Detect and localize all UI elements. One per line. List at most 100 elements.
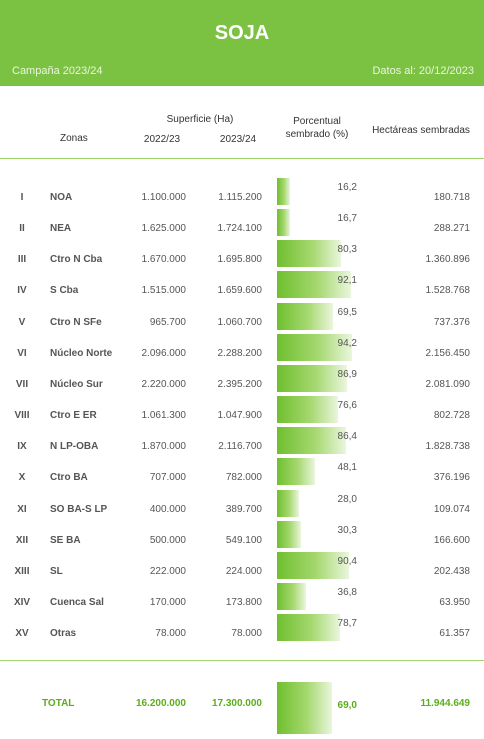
total-2022-23: 16.200.000 <box>135 698 186 709</box>
hectares-sown: 2.156.450 <box>425 347 471 359</box>
percent-bar <box>277 458 316 486</box>
percent-bar <box>277 427 347 455</box>
hectares-sown: 802.728 <box>433 410 470 422</box>
percent-bar <box>277 489 300 517</box>
zone-number: X <box>18 472 26 484</box>
hectares-sown: 2.081.090 <box>425 378 471 390</box>
area-2023-24: 1.695.800 <box>217 254 263 266</box>
table-row: XI SO BA-S LP 400.000 389.700 28,0 109.074 <box>0 488 484 519</box>
zone-number: V <box>18 316 26 328</box>
total-hectares: 11.944.649 <box>420 698 471 709</box>
percent-sown: 48,1 <box>337 462 357 474</box>
area-2023-24: 389.700 <box>225 503 262 515</box>
area-2023-24: 549.100 <box>225 534 262 546</box>
column-header-superficie: Superficie (Ha) <box>166 114 234 125</box>
table-row: XV Otras 78.000 78.000 78,7 61.357 <box>0 612 484 643</box>
zone-number: II <box>19 223 25 235</box>
area-2023-24: 1.659.600 <box>217 285 263 297</box>
zone-name: Núcleo Sur <box>50 378 103 390</box>
percent-bar <box>277 614 340 642</box>
area-2022-23: 1.670.000 <box>141 254 187 266</box>
table-row: VIII Ctro E ER 1.061.300 1.047.900 76,6 802.7… <box>0 394 484 425</box>
zone-name: NEA <box>50 223 72 235</box>
percent-sown: 86,4 <box>337 431 357 443</box>
page-title: SOJA <box>214 22 270 44</box>
zone-name: Ctro N SFe <box>50 316 102 328</box>
percent-bar <box>277 271 351 299</box>
column-header-porcentual-line1: Porcentual <box>293 116 341 127</box>
area-2022-23: 1.870.000 <box>141 441 187 453</box>
hectares-sown: 109.074 <box>433 503 470 515</box>
percent-sown: 80,3 <box>337 244 357 256</box>
zone-name: Ctro BA <box>50 472 88 484</box>
zone-number: IV <box>17 285 27 297</box>
percent-bar <box>277 333 353 361</box>
area-2023-24: 1.724.100 <box>217 223 263 235</box>
column-header-zonas: Zonas <box>60 133 88 144</box>
hectares-sown: 1.360.896 <box>425 254 471 266</box>
hectares-sown: 202.438 <box>433 565 470 577</box>
zone-name: Ctro N Cba <box>50 254 103 266</box>
percent-sown: 94,2 <box>337 337 357 349</box>
percent-bar <box>277 520 302 548</box>
area-2023-24: 2.288.200 <box>217 347 263 359</box>
percent-sown: 36,8 <box>337 586 357 598</box>
table-row: VI Núcleo Norte 2.096.000 2.288.200 94,2 2.15… <box>0 332 484 363</box>
table-row: XIV Cuenca Sal 170.000 173.800 36,8 63.950 <box>0 581 484 612</box>
hectares-sown: 180.718 <box>433 192 470 203</box>
header-divider <box>0 158 484 159</box>
zone-number: VIII <box>14 410 30 422</box>
zone-name: N LP-OBA <box>50 441 99 453</box>
area-2022-23: 170.000 <box>149 596 186 608</box>
hectares-sown: 288.271 <box>433 223 470 235</box>
campaign-label: Campaña 2023/24 <box>12 65 103 77</box>
total-percent: 69,0 <box>337 700 357 711</box>
column-header-porcentual: Porcentual sembrado (%) <box>276 115 358 141</box>
hectares-sown: 63.950 <box>439 596 470 608</box>
area-2022-23: 1.061.300 <box>141 410 187 422</box>
percent-sown: 78,7 <box>337 618 357 630</box>
percent-sown: 16,2 <box>337 182 357 193</box>
hectares-sown: 376.196 <box>433 472 470 484</box>
table-row: III Ctro N Cba 1.670.000 1.695.800 80,3 1.360… <box>0 238 484 269</box>
zone-number: I <box>20 192 24 203</box>
column-header-hectareas: Hectáreas sembradas <box>372 125 470 136</box>
zone-number: XV <box>15 628 29 640</box>
area-2023-24: 224.000 <box>225 565 262 577</box>
zone-number: VI <box>17 347 27 359</box>
hectares-sown: 1.528.768 <box>425 285 471 297</box>
percent-bar <box>277 178 290 205</box>
zone-number: XIII <box>14 565 30 577</box>
total-2023-24: 17.300.000 <box>211 698 262 709</box>
percent-sown: 28,0 <box>337 493 357 505</box>
column-header-2023-24: 2023/24 <box>219 134 257 145</box>
area-2023-24: 1.047.900 <box>217 410 263 422</box>
area-2023-24: 2.116.700 <box>218 441 262 453</box>
table-row: I NOA 1.100.000 1.115.200 16,2 180.718 <box>0 176 484 207</box>
table-row: XIII SL 222.000 224.000 90,4 202.438 <box>0 550 484 581</box>
area-2022-23: 965.700 <box>149 316 186 328</box>
table-row: IV S Cba 1.515.000 1.659.600 92,1 1.528.768 <box>0 269 484 300</box>
percent-sown: 30,3 <box>337 524 357 536</box>
table-row: VII Núcleo Sur 2.220.000 2.395.200 86,9 2.081… <box>0 363 484 394</box>
area-2022-23: 222.000 <box>149 565 186 577</box>
zone-name: NOA <box>50 192 73 203</box>
area-2022-23: 707.000 <box>149 472 186 484</box>
percent-sown: 16,7 <box>337 213 357 225</box>
hectares-sown: 61.357 <box>439 628 470 640</box>
hectares-sown: 737.376 <box>433 316 470 328</box>
percent-sown: 92,1 <box>337 275 357 287</box>
percent-sown: 86,9 <box>337 368 357 380</box>
hectares-sown: 1.828.738 <box>425 441 471 453</box>
area-2022-23: 2.096.000 <box>141 347 187 359</box>
zone-name: Cuenca Sal <box>50 596 104 608</box>
percent-sown: 90,4 <box>337 555 357 567</box>
total-percent-bar <box>277 682 333 734</box>
zone-name: Otras <box>50 628 77 640</box>
date-label: Datos al: 20/12/2023 <box>372 65 474 77</box>
header-banner: SOJA Campaña 2023/24 Datos al: 20/12/202… <box>0 0 484 86</box>
area-2022-23: 400.000 <box>149 503 186 515</box>
zone-name: SO BA-S LP <box>50 503 108 515</box>
area-2023-24: 78.000 <box>231 628 262 640</box>
percent-bar <box>277 396 339 424</box>
